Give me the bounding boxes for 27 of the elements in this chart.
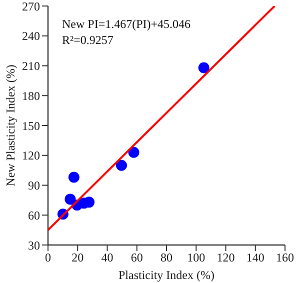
x-tick-label: 0 [45,250,51,265]
x-tick-label: 160 [276,250,294,265]
y-tick-label: 240 [22,29,40,44]
y-tick-label: 150 [22,118,40,133]
point [68,172,80,183]
point [116,160,127,171]
annotation: New PI=1.467(PI)+45.046 [62,16,191,32]
y-tick-label: 210 [22,59,40,74]
x-tick-label: 100 [187,250,206,265]
x-tick-label: 40 [101,250,114,265]
y-axis-title: New Plasticity Index (%) [3,64,18,186]
x-tick-label: 140 [246,250,264,265]
y-tick-label: 120 [22,148,40,163]
point [64,194,76,205]
x-axis-title: Plasticity Index (%) [118,268,214,282]
y-tick-label: 30 [28,238,40,252]
y-tick-label: 60 [28,208,40,222]
x-tick-label: 80 [160,250,172,265]
point [128,146,140,158]
x-tick-label: 120 [216,250,235,265]
y-tick-label: 180 [22,88,40,103]
annotation: R²=0.9257 [62,32,114,48]
y-tick-label: 90 [28,178,40,193]
x-tick-label: 60 [130,250,143,265]
y-tick-label: 270 [22,0,40,14]
x-tick-label: 20 [72,250,84,265]
point [198,62,210,74]
